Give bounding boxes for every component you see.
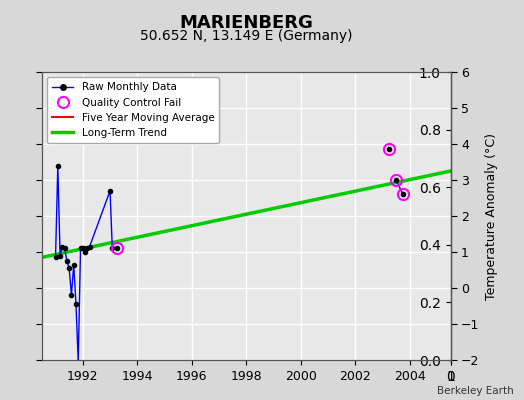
Raw Monthly Data xyxy=(78,246,84,251)
Raw Monthly Data xyxy=(61,246,68,251)
Raw Monthly Data xyxy=(107,188,113,193)
Raw Monthly Data xyxy=(54,163,61,168)
Legend: Raw Monthly Data, Quality Control Fail, Five Year Moving Average, Long-Term Tren: Raw Monthly Data, Quality Control Fail, … xyxy=(47,77,220,143)
Raw Monthly Data xyxy=(64,258,70,263)
Text: Berkeley Earth: Berkeley Earth xyxy=(437,386,514,396)
Raw Monthly Data xyxy=(73,302,79,306)
Line: Raw Monthly Data: Raw Monthly Data xyxy=(53,164,114,364)
Text: MARIENBERG: MARIENBERG xyxy=(179,14,313,32)
Raw Monthly Data xyxy=(66,266,72,270)
Raw Monthly Data xyxy=(82,250,88,254)
Raw Monthly Data xyxy=(84,246,91,251)
Raw Monthly Data xyxy=(59,244,66,249)
Raw Monthly Data xyxy=(75,359,81,364)
Raw Monthly Data xyxy=(109,246,115,251)
Raw Monthly Data xyxy=(86,244,93,249)
Y-axis label: Temperature Anomaly (°C): Temperature Anomaly (°C) xyxy=(485,132,498,300)
Raw Monthly Data xyxy=(68,293,74,298)
Raw Monthly Data xyxy=(52,255,59,260)
Raw Monthly Data xyxy=(80,246,86,251)
Text: 50.652 N, 13.149 E (Germany): 50.652 N, 13.149 E (Germany) xyxy=(140,29,353,43)
Raw Monthly Data xyxy=(71,262,77,267)
Raw Monthly Data xyxy=(57,253,63,258)
